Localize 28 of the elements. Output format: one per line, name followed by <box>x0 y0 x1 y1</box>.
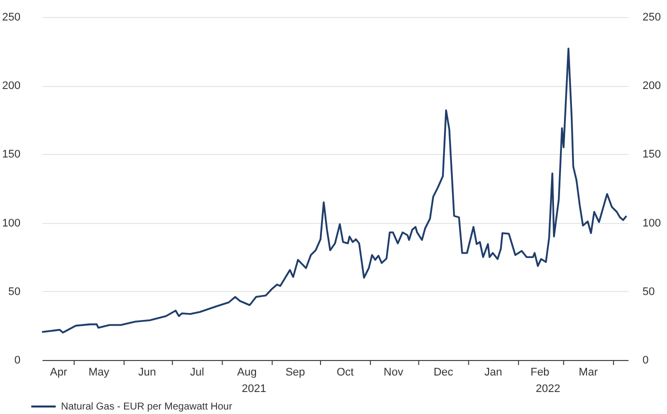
x-tick-label: Sep <box>285 366 306 378</box>
y-tick-label: 200 <box>2 80 20 92</box>
y-tick-label: 100 <box>2 217 20 230</box>
x-tick-label: Jul <box>190 366 204 378</box>
x-tick-label: Aug <box>237 366 257 378</box>
y2-tick-label: 250 <box>642 12 661 24</box>
y-tick-label: 150 <box>2 148 20 161</box>
x-tick-label: Feb <box>530 366 550 378</box>
y-tick-label: 250 <box>2 12 20 24</box>
x-tick-label: Oct <box>336 366 354 378</box>
y-tick-label: 50 <box>8 286 20 298</box>
x-tick-label: Nov <box>384 366 404 378</box>
x-tick-label: Jan <box>484 366 502 378</box>
y2-tick-label: 0 <box>642 354 649 366</box>
x-tick-label: May <box>88 366 110 378</box>
x-tick-label: Jun <box>138 366 156 378</box>
y2-tick-label: 200 <box>642 80 661 92</box>
x-tick-label: Mar <box>578 366 598 378</box>
x-tick-label: Apr <box>50 366 68 378</box>
y-tick-label: 0 <box>14 354 20 366</box>
x-tick-label: Dec <box>434 366 454 378</box>
y2-tick-label: 50 <box>642 286 655 298</box>
legend-label: Natural Gas - EUR per Megawatt Hour <box>61 402 233 412</box>
y2-tick-label: 150 <box>642 148 661 161</box>
text: 2022 <box>536 383 560 395</box>
text: 2021 <box>242 383 266 395</box>
y2-tick-label: 100 <box>642 217 661 230</box>
line-series <box>41 48 628 334</box>
